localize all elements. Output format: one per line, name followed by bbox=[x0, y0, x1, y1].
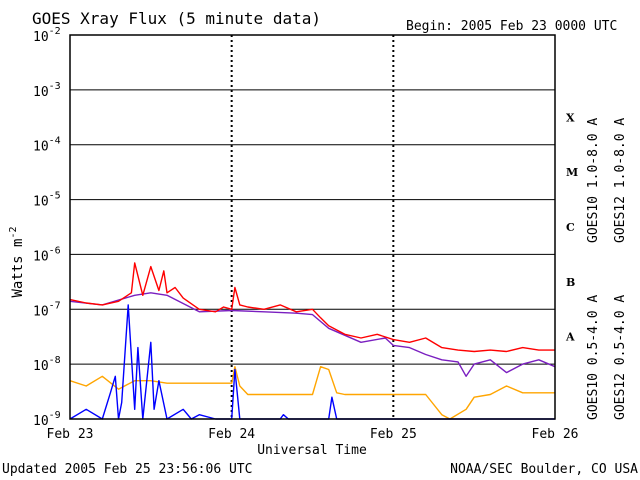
chart-title: GOES Xray Flux (5 minute data) bbox=[32, 9, 321, 28]
y-tick-label: 10-7 bbox=[33, 300, 61, 319]
x-axis-label: Universal Time bbox=[257, 443, 367, 458]
y-tick-label: 10-2 bbox=[33, 26, 61, 45]
svg-text:Watts m-2: Watts m-2 bbox=[8, 226, 26, 297]
x-tick-label: Feb 23 bbox=[47, 427, 94, 442]
legend-goes12-short: GOES12 0.5-4.0 A bbox=[613, 295, 628, 420]
credit-text: NOAA/SEC Boulder, CO USA bbox=[450, 462, 638, 477]
x-tick-label: Feb 25 bbox=[370, 427, 417, 442]
y-tick-label: 10-9 bbox=[33, 410, 61, 429]
series-line bbox=[69, 262, 555, 353]
y-axis-label-group: Watts m-2 bbox=[8, 226, 26, 297]
flare-class-labels: X M C B A bbox=[565, 111, 578, 343]
y-tick-label: 10-3 bbox=[33, 81, 61, 100]
flare-class-label: A bbox=[565, 331, 575, 344]
flare-class-label: M bbox=[566, 166, 578, 179]
flare-class-label: B bbox=[566, 276, 575, 289]
y-axis-label: Watts m bbox=[10, 239, 26, 298]
y-tick-label: 10-5 bbox=[33, 191, 61, 210]
y-tick-label: 10-8 bbox=[33, 355, 61, 374]
updated-timestamp: Updated 2005 Feb 25 23:56:06 UTC bbox=[2, 462, 252, 477]
begin-label: Begin: 2005 Feb 23 0000 UTC bbox=[406, 19, 617, 34]
y-tick-label: 10-6 bbox=[33, 245, 61, 264]
series-group bbox=[69, 262, 556, 420]
x-tick-label: Feb 26 bbox=[532, 427, 579, 442]
legend-goes10-short: GOES10 0.5-4.0 A bbox=[586, 295, 601, 420]
legend-goes10-short-group: GOES10 0.5-4.0 A bbox=[586, 295, 601, 420]
y-axis-label-exp: -2 bbox=[8, 226, 19, 238]
x-tick-labels: Feb 23 Feb 24 Feb 25 Feb 26 bbox=[47, 427, 579, 442]
y-tick-label: 10-4 bbox=[33, 136, 61, 155]
legend-goes12-long: GOES12 1.0-8.0 A bbox=[613, 118, 628, 243]
series-line bbox=[69, 292, 556, 377]
plot-frame bbox=[69, 34, 556, 420]
legend-right-group: GOES10 1.0-8.0 A bbox=[586, 118, 601, 243]
series-line bbox=[69, 304, 555, 420]
legend-goes12-long-group: GOES12 1.0-8.0 A bbox=[613, 118, 628, 243]
flare-class-label: C bbox=[566, 221, 575, 234]
legend-goes10-long: GOES10 1.0-8.0 A bbox=[586, 118, 601, 243]
flare-class-label: X bbox=[566, 111, 575, 124]
x-tick-label: Feb 24 bbox=[208, 427, 255, 442]
legend-goes12-short-group: GOES12 0.5-4.0 A bbox=[613, 295, 628, 420]
y-tick-labels: 10-2 10-3 10-4 10-5 10-6 10-7 10-8 10-9 bbox=[33, 26, 61, 429]
